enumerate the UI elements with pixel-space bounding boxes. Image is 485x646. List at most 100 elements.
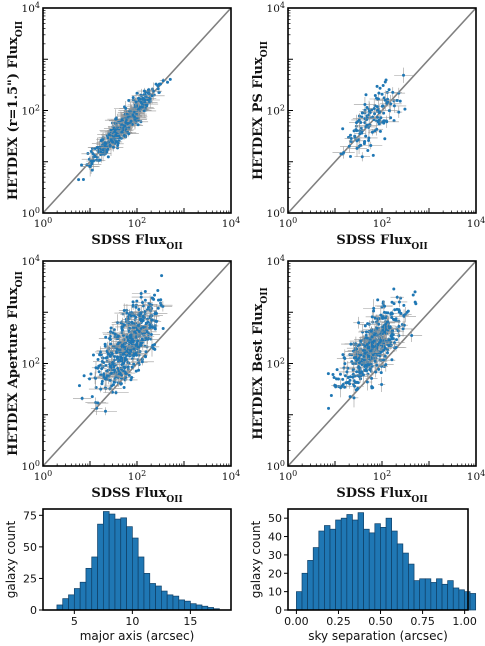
x-axis-label-text: SDSS Flux bbox=[336, 233, 411, 248]
data-point bbox=[122, 385, 126, 389]
data-point bbox=[140, 337, 144, 341]
data-point bbox=[365, 336, 369, 340]
data-point bbox=[368, 368, 372, 372]
x-tick-exp: 4 bbox=[480, 216, 485, 225]
data-point bbox=[95, 155, 99, 159]
y-tick-label: 10 bbox=[268, 586, 282, 599]
y-tick-label: 100 bbox=[267, 206, 285, 221]
histogram-bar bbox=[346, 514, 353, 611]
data-point bbox=[383, 98, 387, 102]
data-point bbox=[373, 359, 377, 363]
y-tick-label: 102 bbox=[22, 103, 40, 118]
data-point bbox=[129, 333, 133, 337]
data-point bbox=[134, 100, 138, 104]
data-point bbox=[385, 351, 389, 355]
histogram-bar bbox=[312, 547, 320, 611]
histogram-bar bbox=[62, 598, 69, 611]
data-point bbox=[141, 314, 145, 318]
data-point bbox=[123, 124, 127, 128]
data-point bbox=[109, 364, 113, 368]
data-point bbox=[115, 351, 119, 355]
data-point bbox=[352, 356, 356, 360]
data-point bbox=[125, 335, 129, 339]
data-point bbox=[118, 358, 122, 362]
x-axis-label: SDSS FluxOII bbox=[91, 233, 182, 252]
data-point bbox=[132, 354, 136, 358]
data-points bbox=[326, 287, 423, 410]
data-point bbox=[391, 333, 395, 337]
data-point bbox=[126, 338, 130, 342]
data-point bbox=[402, 313, 406, 317]
data-point bbox=[365, 123, 369, 127]
data-points bbox=[332, 67, 413, 162]
data-point bbox=[115, 355, 119, 359]
data-point bbox=[397, 324, 401, 328]
histogram-bar bbox=[307, 560, 314, 611]
data-point bbox=[370, 315, 374, 319]
data-point bbox=[365, 105, 369, 109]
data-point bbox=[379, 116, 383, 120]
y-tick-label: 100 bbox=[267, 459, 285, 474]
data-point bbox=[390, 300, 394, 304]
data-point bbox=[134, 315, 138, 319]
data-point bbox=[116, 321, 120, 325]
data-point bbox=[106, 136, 110, 140]
x-tick-exp: 0 bbox=[292, 469, 297, 478]
data-point bbox=[372, 333, 376, 337]
data-point bbox=[370, 335, 374, 339]
data-point bbox=[113, 380, 117, 384]
x-tick-base: 10 bbox=[279, 471, 292, 483]
data-point bbox=[341, 353, 345, 357]
data-point bbox=[365, 363, 369, 367]
data-point bbox=[154, 319, 158, 323]
data-point bbox=[122, 323, 126, 327]
y-tick-label: 100 bbox=[22, 459, 40, 474]
data-point bbox=[342, 151, 346, 155]
data-point bbox=[335, 368, 339, 372]
x-tick-label: 104 bbox=[467, 469, 485, 484]
data-point bbox=[168, 77, 172, 81]
data-point bbox=[139, 321, 143, 325]
data-point bbox=[414, 302, 418, 306]
data-point bbox=[357, 118, 361, 122]
data-point bbox=[386, 100, 390, 104]
histogram-bar bbox=[357, 512, 364, 611]
data-point bbox=[112, 365, 116, 369]
y-tick-exp: 2 bbox=[280, 103, 285, 112]
data-point bbox=[146, 305, 150, 309]
data-point bbox=[120, 130, 124, 134]
data-point bbox=[104, 335, 108, 339]
data-point bbox=[355, 347, 359, 351]
data-point bbox=[143, 298, 147, 302]
data-point bbox=[348, 395, 352, 399]
y-axis-label: HETDEX (r=1.5") FluxOII bbox=[6, 21, 25, 200]
data-point bbox=[355, 121, 359, 125]
data-point bbox=[139, 295, 143, 299]
data-point bbox=[370, 130, 374, 134]
data-point bbox=[109, 128, 113, 132]
data-point bbox=[142, 89, 146, 93]
histogram-bar bbox=[178, 599, 185, 611]
data-point bbox=[372, 306, 376, 310]
y-tick-base: 10 bbox=[267, 3, 280, 15]
data-point bbox=[133, 330, 137, 334]
data-point bbox=[362, 142, 366, 146]
histogram-bar bbox=[149, 583, 156, 611]
y-tick-label: 104 bbox=[267, 1, 285, 16]
data-point bbox=[100, 138, 104, 142]
data-point bbox=[369, 349, 373, 353]
data-point bbox=[110, 352, 114, 356]
data-point bbox=[357, 365, 361, 369]
data-point bbox=[392, 287, 396, 291]
data-point bbox=[118, 372, 122, 376]
data-point bbox=[374, 370, 378, 374]
histogram-bar bbox=[155, 585, 162, 611]
y-tick-label: 75 bbox=[23, 509, 37, 522]
data-point bbox=[359, 143, 363, 147]
data-point bbox=[379, 371, 383, 375]
data-point bbox=[88, 377, 92, 381]
data-point bbox=[120, 118, 124, 122]
histogram-bar bbox=[85, 567, 93, 611]
y-tick-base: 10 bbox=[22, 208, 35, 220]
data-point bbox=[156, 289, 160, 293]
